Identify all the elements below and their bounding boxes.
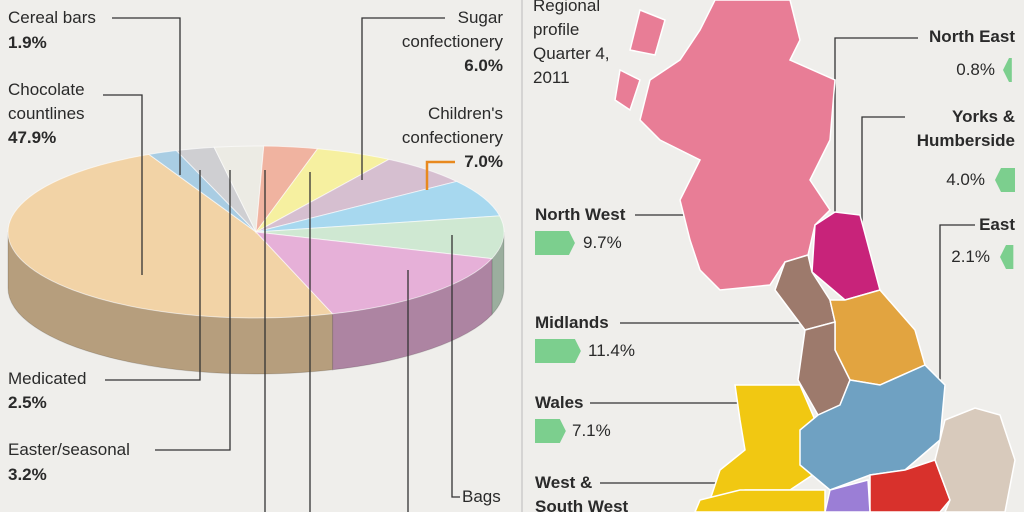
region-london-area bbox=[824, 479, 871, 512]
island bbox=[629, 8, 666, 56]
slice bbox=[255, 215, 505, 260]
island bbox=[614, 68, 641, 112]
region-bar bbox=[535, 231, 575, 255]
region-name: East bbox=[979, 215, 1015, 234]
region-value: 7.1% bbox=[572, 421, 611, 440]
pie bbox=[7, 145, 505, 375]
map-title: Regional profile Quarter 4, 2011 bbox=[533, 0, 610, 87]
region-name: West & South West bbox=[535, 473, 629, 512]
region-bar bbox=[1000, 245, 1014, 269]
region-bar bbox=[535, 339, 581, 363]
region-bar bbox=[1003, 58, 1012, 82]
slice bbox=[7, 153, 334, 319]
region-value: 4.0% bbox=[946, 170, 985, 189]
region-name: Midlands bbox=[535, 313, 609, 332]
uk-map bbox=[614, 0, 1016, 512]
slice bbox=[254, 231, 493, 315]
label: Easter/seasonal bbox=[8, 440, 130, 459]
region-bar bbox=[995, 168, 1015, 192]
region-bar bbox=[535, 419, 566, 443]
region-name: North West bbox=[535, 205, 626, 224]
region-east bbox=[934, 407, 1016, 512]
region-name: Wales bbox=[535, 393, 584, 412]
value-label: 1.9% bbox=[8, 33, 47, 52]
slice bbox=[255, 180, 501, 233]
value-label: 3.2% bbox=[8, 465, 47, 484]
label: Cereal bars bbox=[8, 8, 96, 27]
region-value: 2.1% bbox=[951, 247, 990, 266]
region-name: North East bbox=[929, 27, 1015, 46]
region-value: 0.8% bbox=[956, 60, 995, 79]
value-label: 6.0% bbox=[464, 56, 503, 75]
label: Medicated bbox=[8, 369, 87, 388]
region-scotland bbox=[639, 0, 836, 291]
value-label: 2.5% bbox=[8, 393, 47, 412]
leader-line bbox=[425, 160, 455, 190]
label: Bags bbox=[462, 487, 501, 506]
label: Children's confectionery bbox=[401, 104, 503, 147]
region-value: 11.4% bbox=[588, 341, 635, 360]
region-name: Yorks & Humberside bbox=[916, 107, 1015, 150]
label: Sugar confectionery bbox=[401, 8, 503, 51]
label: Chocolate countlines bbox=[8, 80, 85, 123]
value-label: 7.0% bbox=[464, 152, 503, 171]
region-value: 9.7% bbox=[583, 233, 622, 252]
region-south-west bbox=[694, 489, 826, 512]
value-label: 47.9% bbox=[8, 128, 57, 147]
